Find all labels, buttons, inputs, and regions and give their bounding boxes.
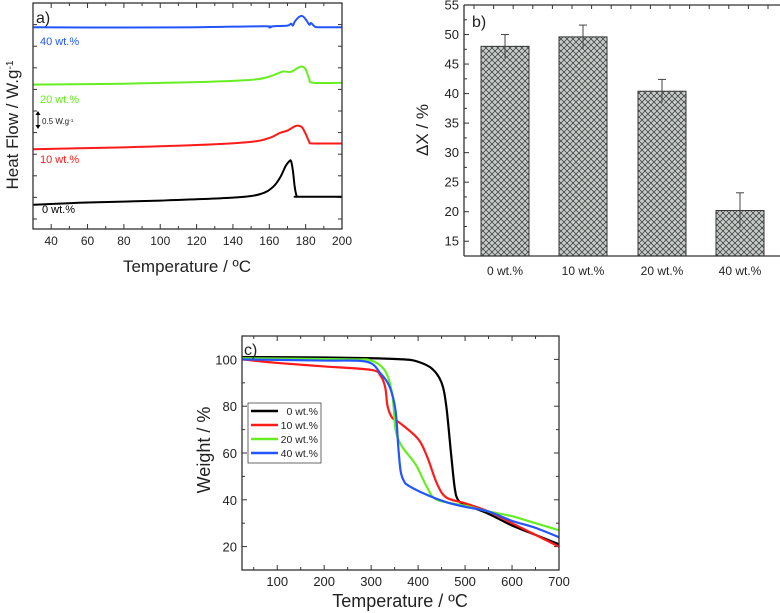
x-tick-label: 300 <box>360 574 382 589</box>
x-tick-label: 200 <box>332 234 352 248</box>
y-tick-label: 50 <box>445 27 459 42</box>
x-tick-label: 60 <box>81 234 95 248</box>
x-tick-label: 100 <box>150 234 170 248</box>
x-category-label: 0 wt.% <box>487 264 523 278</box>
x-category-label: 20 wt.% <box>641 264 684 278</box>
series-label: 10 wt.% <box>40 154 79 166</box>
tga-chart-panel-c: 100 200 300 400 500 600 700 20 40 60 80 100 0 wt.% 10… <box>194 335 570 611</box>
series-line-20wt <box>32 65 343 86</box>
legend: 0 wt.% 10 wt.% 20 wt.% 40 wt.% <box>247 402 322 464</box>
crystallinity-bar-chart-panel-b: 15 20 25 30 35 40 45 50 55 0 wt.% 10 wt.% 20 wt.% 40… <box>413 0 780 278</box>
y-axis-title: Weight / % <box>194 407 214 494</box>
y-tick-label: 40 <box>445 86 459 101</box>
superscript: -1 <box>5 60 16 69</box>
scale-bar-arrowheads <box>35 111 41 129</box>
plot-frame <box>32 2 343 230</box>
series-line-40wt <box>241 358 560 539</box>
x-axis-title: Temperature / ºC <box>332 591 468 611</box>
panel-label: a) <box>36 10 50 27</box>
x-tick-label: 120 <box>187 234 207 248</box>
y-tick-label: 20 <box>223 540 237 555</box>
y-tick-label: 60 <box>223 446 237 461</box>
superscript: -1 <box>69 118 74 124</box>
y-tick-label: 80 <box>223 399 237 414</box>
plot-frame <box>241 335 560 571</box>
y-tick-label: 25 <box>445 175 459 190</box>
y-axis-title: Heat Flow / W.g-1 <box>3 60 22 189</box>
series-label: 40 wt.% <box>40 36 79 48</box>
x-category-label: 10 wt.% <box>562 264 605 278</box>
x-tick-label: 80 <box>117 234 131 248</box>
legend-label: 0 wt.% <box>286 406 318 418</box>
x-tick-label: 400 <box>407 574 429 589</box>
x-tick-label: 200 <box>313 574 335 589</box>
x-tick-label: 500 <box>454 574 476 589</box>
x-category-label: 40 wt.% <box>719 264 762 278</box>
series-line-10wt <box>32 124 343 151</box>
bar <box>480 45 530 257</box>
x-tick-label: 700 <box>548 574 570 589</box>
y-tick-label: 20 <box>445 204 459 219</box>
x-axis-title: Temperature / ºC <box>123 257 251 276</box>
series-line-20wt <box>241 357 560 532</box>
series-line-0wt <box>241 355 560 546</box>
y-tick-label: 30 <box>445 145 459 160</box>
y-tick-label: 55 <box>445 0 459 13</box>
dsc-chart-panel-a: 40 60 80 100 120 140 160 180 200 0 wt.% 10 wt.% 20 … <box>3 2 352 276</box>
y-tick-label: 40 <box>223 493 237 508</box>
y-tick-label: 45 <box>445 57 459 72</box>
bar <box>637 90 687 257</box>
x-tick-label: 40 <box>44 234 58 248</box>
legend-label: 20 wt.% <box>281 434 318 446</box>
legend-label: 10 wt.% <box>281 420 318 432</box>
y-tick-label: 35 <box>445 116 459 131</box>
panel-label: c) <box>244 342 257 359</box>
x-tick-label: 100 <box>266 574 288 589</box>
series-label: 0 wt.% <box>42 204 75 216</box>
series-line-40wt <box>32 14 343 29</box>
x-tick-label: 180 <box>296 234 316 248</box>
legend-label: 40 wt.% <box>281 448 318 460</box>
x-tick-label: 140 <box>223 234 243 248</box>
panel-label: b) <box>472 14 486 31</box>
bar <box>558 36 608 257</box>
series-line-0wt <box>32 159 343 206</box>
y-tick-label: 100 <box>215 352 237 367</box>
scale-bar-label: 0.5 W.g-1 <box>42 117 74 126</box>
x-tick-label: 160 <box>259 234 279 248</box>
y-axis-title: ΔX / % <box>413 104 432 156</box>
y-tick-label: 15 <box>445 234 459 249</box>
x-tick-label: 600 <box>501 574 523 589</box>
series-label: 20 wt.% <box>40 94 79 106</box>
